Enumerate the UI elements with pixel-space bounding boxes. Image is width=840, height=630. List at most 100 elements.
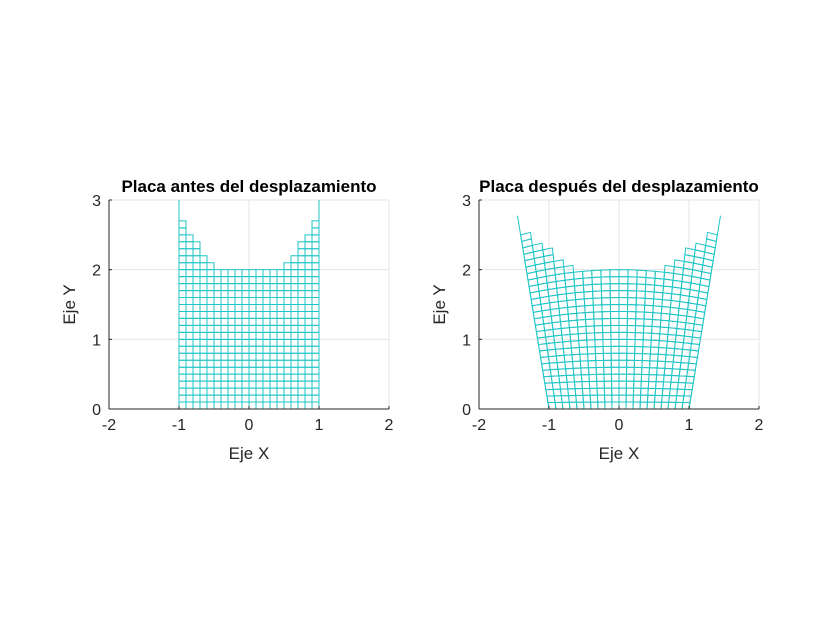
left-chart-mesh-cell [220, 283, 229, 292]
left-chart-mesh-cell [199, 310, 208, 319]
left-chart-mesh-cell [248, 331, 257, 340]
right-chart-mesh-cell [626, 311, 637, 320]
right-chart-mesh-cell [587, 360, 597, 369]
right-chart-mesh-cell [669, 381, 679, 390]
right-chart-mesh-cell [592, 304, 603, 313]
right-chart-mesh-cell [574, 387, 584, 396]
left-chart-mesh-cell [241, 310, 250, 319]
left-chart-mesh-cell [241, 283, 250, 292]
left-chart-mesh-cell [213, 297, 222, 305]
left-chart-mesh-cell [290, 359, 299, 368]
left-chart-mesh-cell [262, 290, 271, 299]
left-chart-mesh-cell [241, 290, 250, 299]
right-chart-mesh-cell [610, 352, 620, 361]
right-chart-mesh-cell [654, 270, 666, 280]
right-chart-mesh-cell [579, 360, 590, 369]
left-chart-mesh-cell [227, 283, 236, 292]
left-chart-mesh-cell [311, 380, 320, 389]
left-chart-mesh-cell [283, 290, 292, 299]
left-chart-mesh-cell [213, 373, 222, 382]
left-chart-mesh-cell [304, 310, 313, 319]
left-chart-mesh-cell [185, 331, 194, 340]
right-chart-mesh-cell [597, 401, 606, 410]
left-chart-mesh-cell [234, 352, 243, 361]
right-chart-mesh-cell [626, 304, 637, 313]
right-chart-mesh-cell [634, 339, 644, 348]
left-chart-mesh-cell [269, 338, 278, 347]
left-chart-mesh-cell [304, 359, 313, 368]
right-chart-mesh-cell [684, 247, 696, 258]
right-chart-mesh-cell [589, 394, 599, 403]
left-chart-mesh-cell [199, 331, 208, 340]
right-chart-mesh-cell [576, 312, 587, 321]
right-chart-mesh-cell [633, 352, 644, 362]
left-chart-mesh-cell [248, 380, 257, 389]
left-chart-mesh-cell [185, 380, 194, 389]
right-chart-mesh-cell [694, 242, 707, 253]
left-chart-mesh-cell [206, 387, 215, 396]
left-chart-mesh-cell [178, 304, 187, 312]
right-chart-mesh-cell [609, 283, 620, 292]
left-chart-mesh-cell [255, 324, 264, 333]
left-chart-mesh-cell [297, 324, 306, 333]
right-chart-mesh-cell [576, 318, 587, 328]
left-chart-mesh-cell [220, 401, 229, 410]
right-chart-mesh-cell [640, 373, 650, 382]
left-chart-mesh-cell [276, 297, 285, 305]
right-chart-mesh-cell [594, 352, 605, 362]
left-chart-mesh-cell [220, 338, 229, 347]
left-chart-mesh-cell [304, 352, 313, 361]
left-chart-mesh-cell [178, 380, 187, 389]
right-chart-mesh-cell [568, 401, 578, 410]
left-chart-mesh [178, 200, 320, 410]
left-chart-mesh-cell [283, 276, 292, 285]
left-chart-mesh-cell [178, 394, 187, 403]
left-chart-mesh-cell [276, 324, 285, 333]
right-chart-mesh-cell [647, 380, 657, 389]
right-chart-mesh-cell [634, 325, 645, 334]
right-chart-mesh-cell [572, 360, 582, 369]
right-chart-mesh-cell [618, 394, 627, 403]
left-chart-mesh-cell [234, 338, 243, 347]
right-chart-mesh-cell [561, 401, 571, 410]
left-chart-mesh-cell [248, 276, 257, 285]
left-chart-mesh-cell [304, 234, 313, 243]
left-chart-mesh-cell [241, 401, 250, 410]
left-chart-mesh-cell [269, 373, 278, 382]
left-chart-mesh-cell [192, 394, 201, 403]
left-chart-mesh-cell [185, 269, 194, 278]
right-chart-mesh-cell [648, 360, 659, 369]
left-chart-mesh-cell [206, 359, 215, 368]
left-chart-mesh-cell [206, 401, 215, 410]
left-chart-mesh-cell [290, 262, 299, 271]
right-chart-mesh-cell [657, 353, 667, 363]
left-chart-mesh-cell [192, 283, 201, 292]
left-chart-mesh-cell [290, 345, 299, 354]
right-chart-mesh-cell [579, 353, 589, 362]
left-chart-mesh-cell [213, 394, 222, 403]
left-chart-mesh-cell [206, 366, 215, 375]
left-chart-mesh-cell [304, 387, 313, 396]
left-chart-mesh-cell [192, 310, 201, 319]
left-chart-mesh-cell [199, 338, 208, 347]
left-chart-mesh-cell [304, 276, 313, 285]
left-chart-mesh-cell [311, 234, 320, 243]
left-chart-mesh-cell [269, 317, 278, 326]
right-chart-mesh-cell [573, 374, 583, 383]
left-chart-mesh-cell [220, 297, 229, 305]
left-chart-mesh-cell [234, 304, 243, 312]
right-chart-mesh-cell [611, 401, 620, 410]
right-chart-mesh-cell [644, 297, 655, 307]
left-chart-mesh-cell [283, 387, 292, 396]
right-chart-mesh-cell [610, 310, 620, 320]
left-chart-mesh-cell [178, 324, 187, 333]
left-chart-mesh-cell [185, 276, 194, 285]
right-chart-mesh-cell [584, 311, 595, 321]
left-chart-mesh-cell [304, 394, 313, 403]
right-chart-mesh-cell [582, 401, 592, 410]
left-chart-mesh-cell [206, 373, 215, 382]
left-chart-mesh-cell [269, 366, 278, 375]
right-chart-mesh-cell [635, 304, 646, 313]
left-chart-mesh-cell [213, 310, 222, 319]
